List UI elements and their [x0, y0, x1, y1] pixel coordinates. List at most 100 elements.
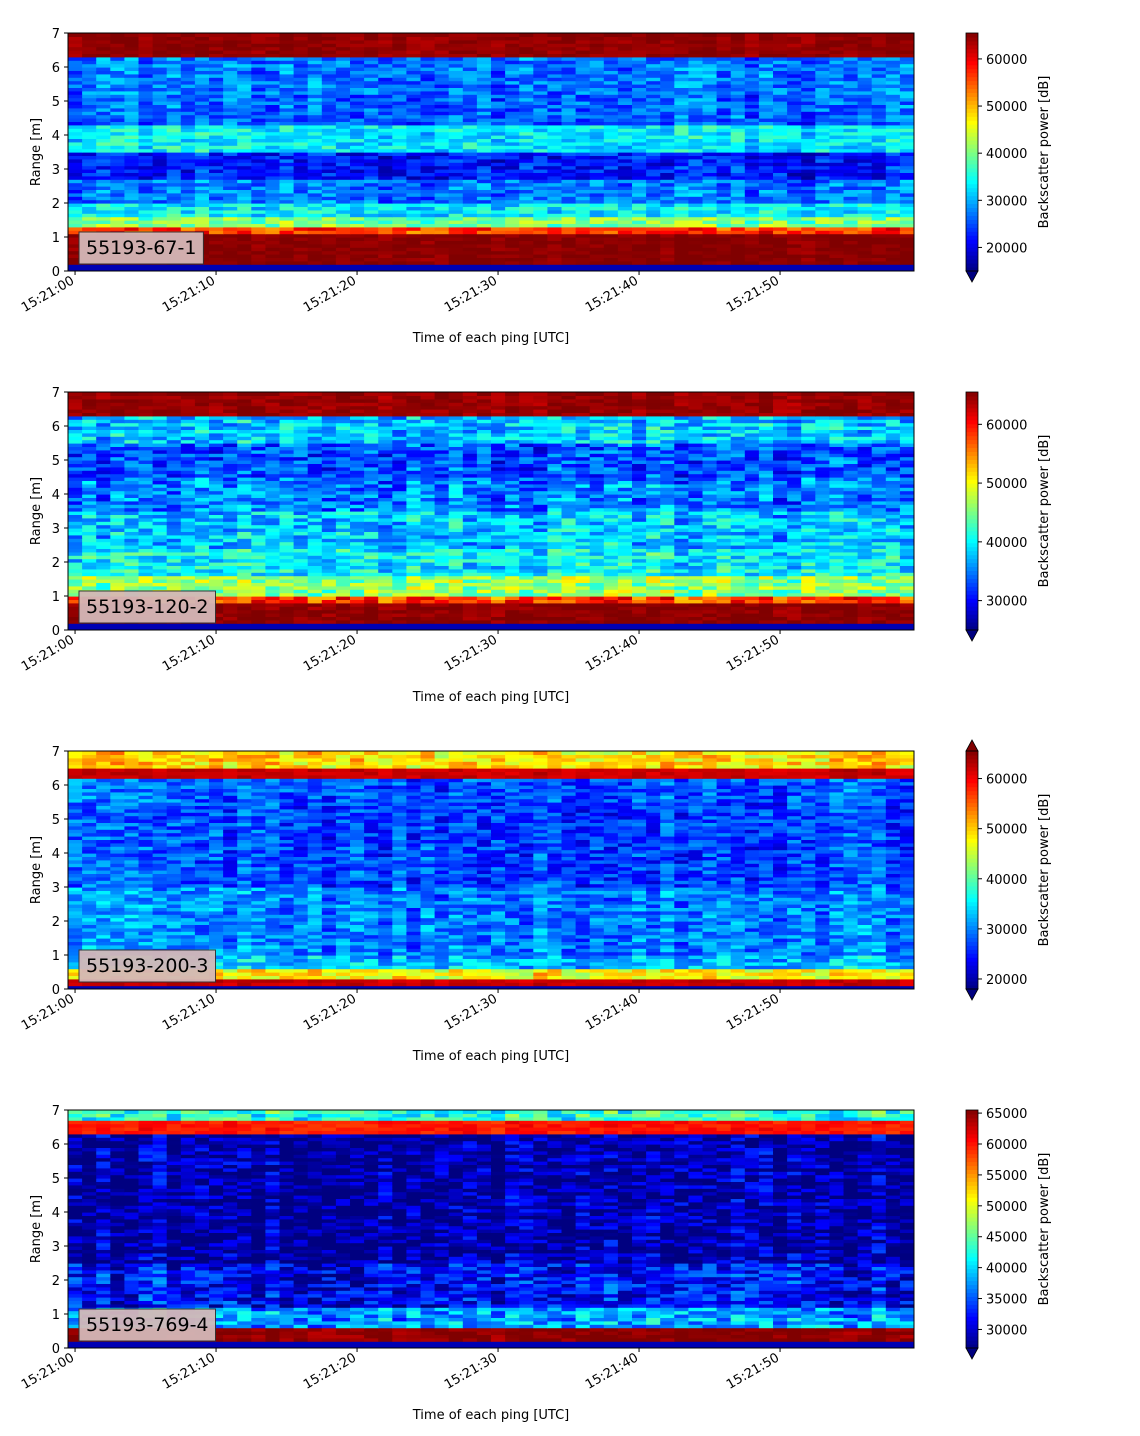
heatmap-cell	[491, 209, 506, 214]
heatmap-cell	[392, 254, 407, 258]
heatmap-cell	[730, 124, 746, 129]
heatmap-cell	[871, 87, 887, 92]
heatmap-cell	[406, 152, 422, 156]
heatmap-cell	[209, 260, 224, 265]
heatmap-cell	[787, 97, 802, 102]
heatmap-cell	[857, 257, 873, 262]
heatmap-cell	[265, 240, 281, 245]
heatmap-cell	[476, 56, 492, 61]
heatmap-cell	[885, 50, 901, 54]
heatmap-cell	[434, 56, 450, 61]
heatmap-cell	[476, 196, 492, 201]
heatmap-cell	[758, 243, 774, 248]
heatmap-cell	[533, 213, 548, 218]
heatmap-cell	[82, 575, 97, 580]
heatmap-cell	[758, 101, 774, 105]
heatmap-cell	[688, 175, 704, 180]
heatmap-cell	[335, 575, 351, 580]
heatmap-cell	[124, 111, 140, 116]
heatmap-cell	[265, 138, 281, 143]
heatmap-cell	[702, 592, 718, 597]
heatmap-cell	[166, 87, 182, 92]
heatmap-cell	[491, 104, 506, 109]
heatmap-cell	[350, 128, 365, 133]
heatmap-cell	[420, 73, 436, 78]
heatmap-cell	[364, 619, 379, 624]
heatmap-cell	[406, 189, 422, 194]
heatmap-cell	[505, 84, 520, 88]
heatmap-cell	[688, 182, 704, 187]
heatmap-cell	[589, 240, 605, 245]
heatmap-cell	[378, 243, 393, 248]
heatmap-cell	[688, 254, 704, 258]
heatmap-cell	[420, 138, 436, 143]
heatmap-cell	[758, 114, 774, 119]
heatmap-cell	[434, 114, 450, 119]
heatmap-cell	[491, 226, 506, 231]
heatmap-cell	[293, 114, 309, 119]
heatmap-cell	[68, 233, 83, 238]
heatmap-cell	[448, 169, 464, 173]
heatmap-cell	[265, 63, 281, 68]
heatmap-cell	[829, 124, 845, 129]
heatmap-cell	[378, 216, 393, 221]
heatmap-cell	[251, 233, 266, 238]
heatmap-cell	[730, 226, 746, 231]
heatmap-cell	[787, 616, 802, 621]
heatmap-cell	[293, 237, 309, 241]
heatmap-cell	[180, 226, 196, 231]
heatmap-cell	[307, 70, 323, 75]
heatmap-cell	[350, 585, 365, 590]
heatmap-cell	[350, 121, 365, 126]
heatmap-cell	[815, 128, 830, 133]
heatmap-cell	[82, 56, 97, 61]
heatmap-cell	[688, 585, 704, 590]
heatmap-cell	[293, 162, 309, 167]
heatmap-cell	[857, 80, 873, 85]
heatmap-cell	[744, 579, 760, 583]
heatmap-cell	[251, 46, 266, 51]
heatmap-cell	[773, 169, 788, 173]
heatmap-cell	[321, 87, 337, 92]
heatmap-cell	[561, 237, 577, 241]
heatmap-cell	[885, 43, 901, 48]
heatmap-cell	[773, 175, 788, 180]
heatmap-cell	[632, 169, 647, 173]
heatmap-cell	[335, 613, 351, 617]
heatmap-cell	[392, 243, 407, 248]
heatmap-cell	[815, 199, 830, 204]
heatmap-cell	[307, 233, 323, 238]
heatmap-cell	[265, 56, 281, 61]
heatmap-cell	[209, 213, 224, 218]
heatmap-cell	[688, 73, 704, 78]
heatmap-cell	[279, 155, 295, 160]
heatmap-cell	[293, 182, 309, 187]
heatmap-cell	[420, 602, 436, 607]
heatmap-cell	[406, 118, 422, 122]
heatmap-cell	[632, 114, 647, 119]
heatmap-cell	[815, 223, 830, 228]
heatmap-cell	[674, 179, 689, 184]
heatmap-cell	[871, 606, 887, 611]
heatmap-cell	[519, 582, 534, 587]
heatmap-cell	[68, 199, 83, 204]
heatmap-cell	[646, 254, 661, 258]
heatmap-cell	[96, 209, 111, 214]
heatmap-cell	[801, 260, 816, 265]
heatmap-cell	[335, 596, 351, 600]
heatmap-cell	[758, 592, 774, 597]
heatmap-cell	[420, 128, 436, 133]
heatmap-cell	[166, 56, 182, 61]
heatmap-cell	[420, 97, 436, 102]
heatmap-cell	[674, 616, 689, 621]
heatmap-cell	[82, 220, 97, 224]
heatmap-cell	[758, 599, 774, 604]
heatmap-cell	[152, 152, 168, 156]
heatmap-cell	[519, 186, 534, 190]
heatmap-cell	[617, 247, 633, 252]
heatmap-cell	[519, 107, 534, 112]
heatmap-cell	[674, 196, 689, 201]
heatmap-cell	[293, 213, 309, 218]
heatmap-cell	[420, 90, 436, 95]
heatmap-cell	[491, 118, 506, 122]
